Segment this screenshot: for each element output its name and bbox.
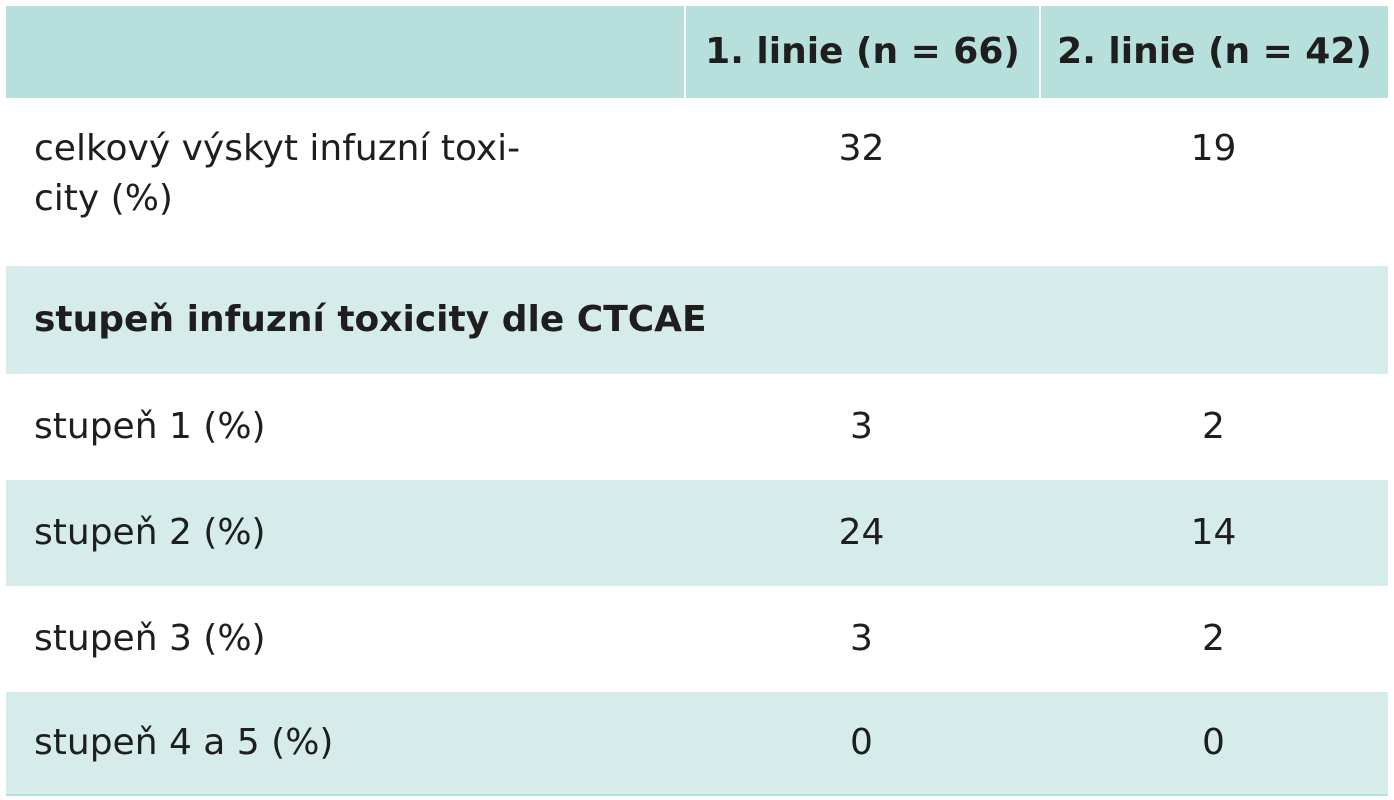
- section-heading-row: stupeň infuzní toxicity dle CTCAE: [6, 266, 1388, 374]
- header-first-line: 1. linie (n = 66): [684, 6, 1039, 98]
- table-header-row: 1. linie (n = 66) 2. linie (n = 42): [6, 6, 1388, 98]
- table-row: stupeň 4 a 5 (%) 0 0: [6, 692, 1388, 794]
- table-row: stupeň 2 (%) 24 14: [6, 480, 1388, 586]
- row-label: stupeň 2 (%): [34, 512, 266, 553]
- table-bottom-rule: [6, 794, 1388, 796]
- row-value-second-line: 0: [1202, 722, 1225, 763]
- header-empty-cell: [6, 6, 684, 98]
- row-value-second-line: 14: [1190, 512, 1237, 553]
- row-value-first-line: 0: [850, 722, 873, 763]
- row-label: stupeň 4 a 5 (%): [34, 722, 334, 763]
- header-second-line: 2. linie (n = 42): [1039, 6, 1388, 98]
- row-value-first-line: 24: [838, 512, 885, 553]
- row-value-second-line: 2: [1202, 618, 1225, 659]
- section-heading: stupeň infuzní toxicity dle CTCAE: [34, 299, 707, 340]
- row-label: celkový výskyt infuzní toxi- city (%): [34, 128, 521, 219]
- table-row: celkový výskyt infuzní toxi- city (%) 32…: [6, 98, 1388, 266]
- row-value-first-line: 3: [850, 618, 873, 659]
- row-label: stupeň 1 (%): [34, 406, 266, 447]
- table-row: stupeň 1 (%) 3 2: [6, 374, 1388, 480]
- row-value-first-line: 32: [838, 128, 885, 169]
- row-value-second-line: 19: [1190, 128, 1237, 169]
- table-row: stupeň 3 (%) 3 2: [6, 586, 1388, 692]
- row-value-first-line: 3: [850, 406, 873, 447]
- row-value-second-line: 2: [1202, 406, 1225, 447]
- row-label: stupeň 3 (%): [34, 618, 266, 659]
